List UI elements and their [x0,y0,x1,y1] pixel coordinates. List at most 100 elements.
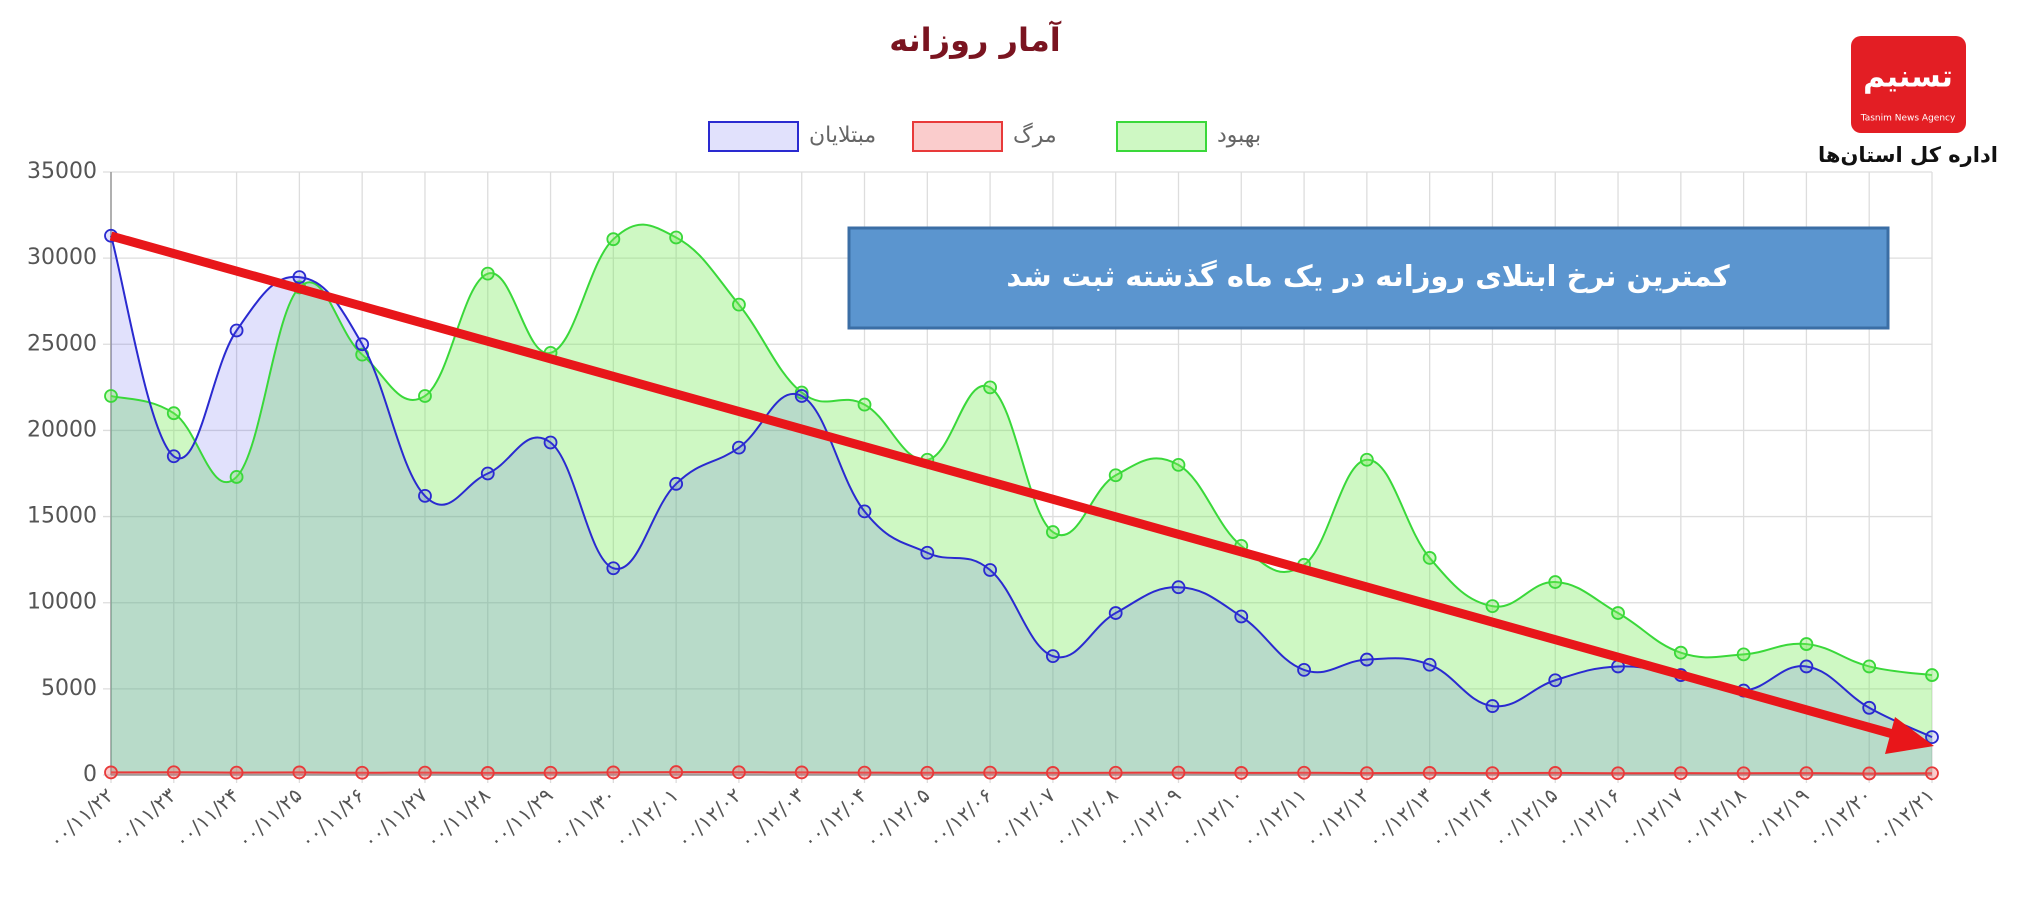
legend-swatch [1116,121,1207,152]
point [1297,663,1311,677]
point [229,765,244,780]
point [732,765,746,780]
point [857,765,872,780]
point [418,389,432,403]
point [857,504,872,519]
chart-title: آمار روزانه [889,20,1062,59]
point [606,561,621,576]
legend-label: مبتلایان [809,123,876,148]
point [229,323,244,338]
point [1171,457,1186,472]
y-tick-label: 0 [83,762,97,787]
point [355,765,370,780]
point [292,765,307,780]
point [1422,657,1437,672]
annotation-box: کمترین نرخ ابتلای روزانه در یک ماه گذشته… [847,226,1890,330]
line [110,235,1933,739]
point [1108,606,1123,620]
area [111,235,1932,775]
point [794,389,809,403]
point [480,266,495,281]
point [1234,766,1249,780]
point [1171,580,1186,595]
point [1925,668,1939,682]
y-tick-label: 35000 [27,159,97,184]
point [1611,606,1625,620]
line [110,771,1933,775]
point [1234,609,1249,624]
y-tick-label: 20000 [27,417,97,442]
point [1799,637,1814,651]
point [1799,766,1814,781]
y-tick-label: 10000 [27,590,97,615]
annotation-background [847,226,1890,330]
point [480,466,495,481]
point [794,765,809,780]
point [1045,525,1060,539]
point [1045,766,1060,780]
point [606,232,621,247]
point [1673,645,1688,660]
point [166,449,181,464]
point [1485,599,1500,614]
point [355,337,370,352]
point [857,397,872,412]
point [1673,766,1688,781]
point [480,766,495,780]
line [110,223,1933,677]
point [1611,766,1625,781]
point [1548,766,1563,780]
point [1422,551,1437,565]
point [1799,659,1814,674]
point [669,230,684,245]
point [418,765,432,780]
arrow-shaft [109,231,1902,741]
y-tick-label: 25000 [27,331,97,356]
logo-box [1851,36,1966,133]
point [1862,700,1877,715]
point [1108,765,1123,780]
legend-swatch [708,121,799,152]
point [1548,673,1563,688]
point [229,470,244,484]
point [292,270,307,284]
point [1422,766,1437,780]
point [104,389,118,403]
point [920,545,935,560]
point [1485,766,1500,781]
trend-arrow [109,231,1934,754]
point [543,765,558,780]
point [1548,575,1563,589]
legend-label: مرگ [1013,122,1057,148]
point [1359,452,1374,467]
logo-caption: اداره کل استان‌ها [1818,143,1998,167]
point [983,765,998,780]
legend-swatch [912,121,1003,152]
point [1925,730,1939,744]
point [1485,699,1500,713]
point [166,406,181,421]
point [732,440,746,455]
point [732,297,746,312]
point [920,765,935,780]
point [1925,766,1939,781]
point [1108,468,1123,483]
point [418,488,432,503]
logo-mark: تسنیم [1863,60,1953,95]
point [669,476,684,491]
logo: تسنیم Tasnim News Agency اداره کل استان‌… [1818,36,1998,167]
point [669,765,684,779]
point [606,765,621,780]
point [1736,766,1751,781]
point [1862,766,1877,781]
point [1297,765,1311,780]
point [543,435,558,450]
point [1359,652,1374,667]
point [166,765,181,780]
point [1359,766,1374,781]
annotation-text: کمترین نرخ ابتلای روزانه در یک ماه گذشته… [1006,259,1729,293]
legend-label: بهبود [1217,123,1261,148]
y-tick-label: 5000 [41,676,97,701]
